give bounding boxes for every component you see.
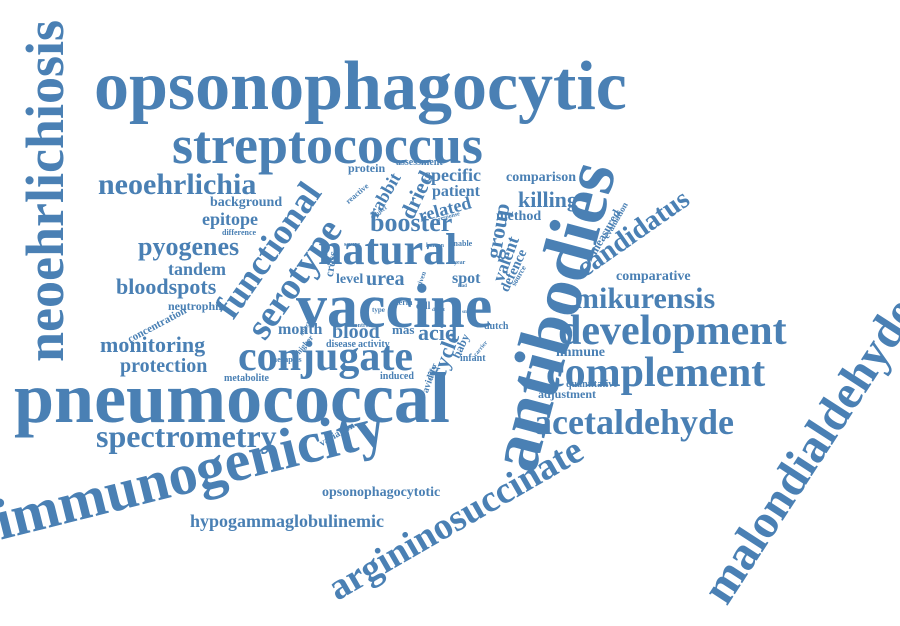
word-neutrophil: neutrophil: [168, 299, 222, 313]
word-urea: urea: [366, 268, 405, 290]
word-small: small: [462, 310, 474, 315]
word-adjustment: adjustment: [538, 387, 597, 401]
word-method: method: [496, 209, 542, 224]
word-comparison: comparison: [506, 170, 576, 185]
word-detect: detect: [432, 308, 445, 313]
word-assessment: assessment: [396, 157, 443, 168]
word-cell: cell: [416, 301, 431, 312]
word-mikurensis: mikurensis: [574, 282, 716, 315]
word-hypogammaglobulinemic: hypogammaglobulinemic: [190, 511, 385, 531]
word-development: development: [558, 308, 787, 354]
word-infant: infant: [460, 353, 486, 364]
word-epitope: epitope: [202, 209, 258, 229]
word-disease: disease: [326, 339, 356, 350]
word-complement: complement: [546, 350, 766, 396]
word-term: term: [396, 298, 413, 307]
word-spot: spot: [452, 270, 481, 287]
word-quantitative: quantitative: [566, 379, 618, 390]
word-bloodspots: bloodspots: [116, 274, 217, 299]
word-killing: killing: [518, 187, 578, 212]
word-specific: specific: [424, 165, 481, 185]
word-immune: immune: [556, 345, 605, 360]
word-blood: blood: [332, 321, 380, 343]
word-enable: enable: [450, 239, 473, 248]
word-opsonophagocytotic: opsonophagocytotic: [322, 485, 441, 500]
word-patient: patient: [432, 183, 480, 200]
word-spectrometry: spectrometry: [96, 418, 277, 454]
word-pyogenes: pyogenes: [138, 232, 240, 261]
word-therapies: therapies: [270, 355, 302, 364]
word-booster: booster: [370, 208, 453, 237]
word-tandem: tandem: [168, 259, 226, 279]
word-acid: acid: [418, 320, 458, 345]
word-year: year: [454, 260, 466, 266]
word-type: type: [372, 306, 385, 314]
word-pneumococcal: pneumococcal: [14, 358, 450, 438]
word-reactive: reactive: [343, 181, 371, 206]
word-metabolite: metabolite: [224, 373, 269, 384]
word-streptococcus: streptococcus: [172, 115, 483, 175]
word-background: background: [210, 195, 283, 210]
word-protein: protein: [348, 161, 386, 175]
word-activity: activity: [358, 339, 390, 350]
word-comparative: comparative: [616, 269, 691, 284]
word-severe: severe: [344, 242, 360, 248]
word-neoehrlichia: neoehrlichia: [98, 168, 257, 201]
word-lead: lead: [458, 284, 467, 289]
word-month: month: [278, 321, 323, 338]
word-conjugate: conjugate: [238, 334, 413, 380]
word-difference: difference: [222, 228, 257, 237]
word-neoehrlichiosis: neoehrlichiosis: [15, 19, 76, 363]
word-opsonophagocytic: opsonophagocytic: [94, 48, 627, 125]
word-human: human: [426, 243, 445, 249]
word-control: control: [352, 323, 371, 329]
word-induced: induced: [380, 371, 414, 382]
word-natural: natural: [318, 225, 458, 274]
word-dutch: dutch: [484, 321, 509, 332]
word-level: level: [336, 272, 364, 287]
word-acetaldehyde: acetaldehyde: [534, 402, 734, 442]
word-protection: protection: [120, 355, 208, 377]
word-monitoring: monitoring: [100, 332, 206, 357]
word-vaccine: vaccine: [296, 273, 493, 341]
word-mas: mas: [392, 322, 415, 337]
